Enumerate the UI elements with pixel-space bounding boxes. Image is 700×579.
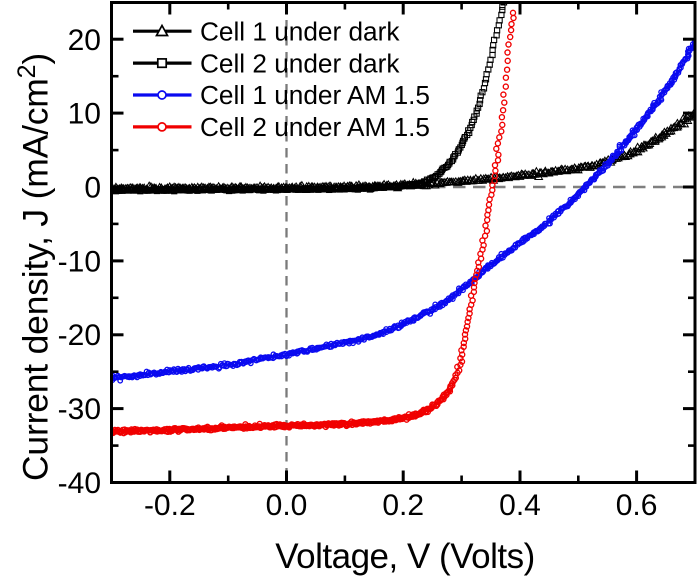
svg-text:-20: -20 [58,319,101,352]
svg-text:-0.2: -0.2 [144,489,196,522]
svg-text:0.0: 0.0 [266,489,308,522]
svg-text:Cell 2 under dark: Cell 2 under dark [200,48,400,78]
svg-text:Current density, J (mA/cm2): Current density, J (mA/cm2) [13,53,56,481]
svg-text:Voltage, V (Volts): Voltage, V (Volts) [275,537,534,576]
svg-text:0.4: 0.4 [499,489,541,522]
svg-text:Cell 1 under AM 1.5: Cell 1 under AM 1.5 [200,80,430,110]
svg-text:-10: -10 [58,245,101,278]
svg-text:10: 10 [68,98,101,131]
svg-text:0.2: 0.2 [382,489,424,522]
svg-text:20: 20 [68,24,101,57]
svg-text:-30: -30 [58,393,101,426]
svg-text:-40: -40 [58,467,101,500]
svg-text:0: 0 [84,172,101,205]
svg-text:Cell 1 under dark: Cell 1 under dark [200,16,400,46]
svg-text:0.6: 0.6 [616,489,658,522]
svg-text:Cell 2 under AM 1.5: Cell 2 under AM 1.5 [200,112,430,142]
